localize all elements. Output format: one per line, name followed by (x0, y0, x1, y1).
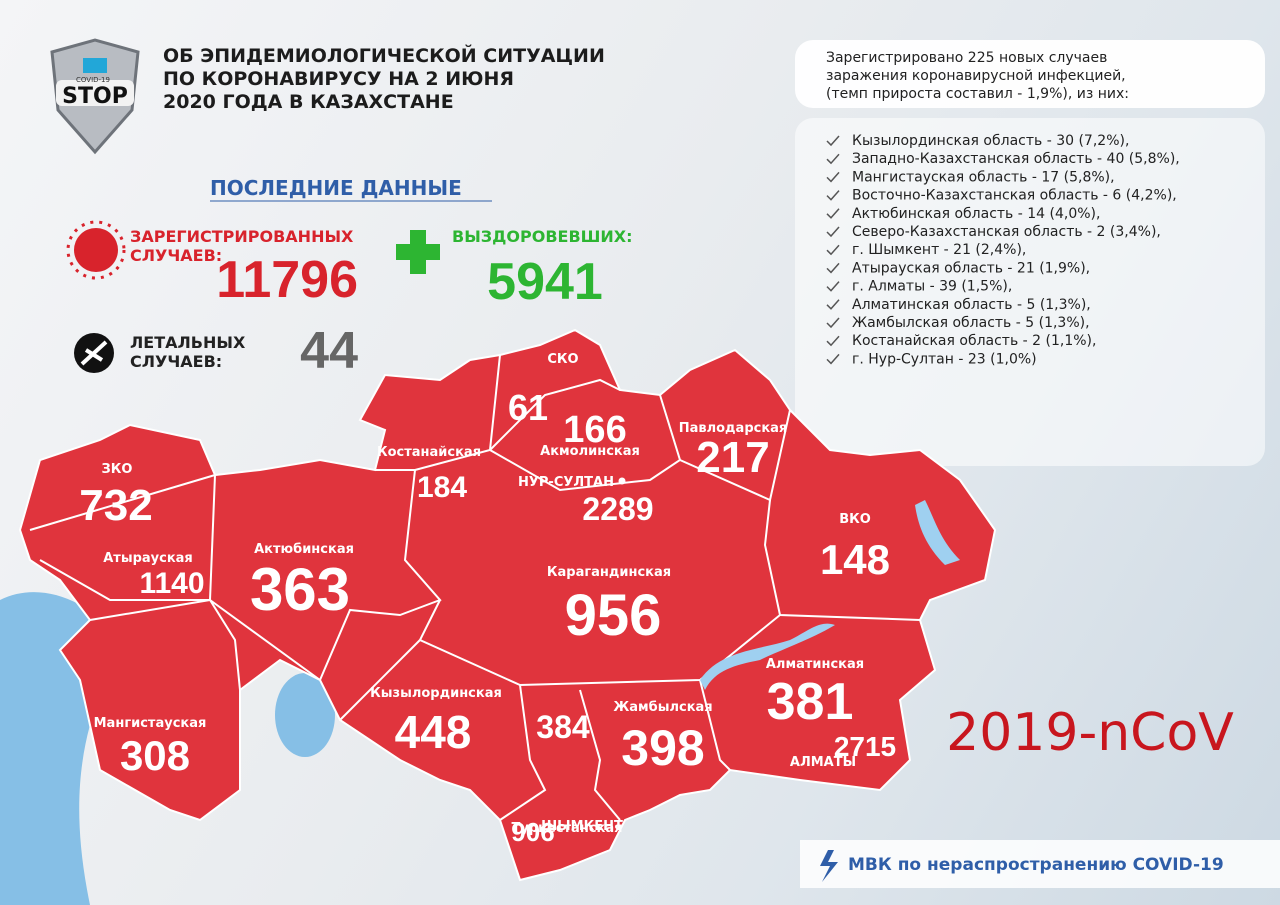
title-line: ОБ ЭПИДЕМИОЛОГИЧЕСКОЙ СИТУАЦИИ (163, 44, 605, 67)
region-value: 184 (417, 471, 467, 504)
region-value: 2289 (582, 491, 653, 527)
region-label: Костанайская (377, 445, 481, 460)
check-icon (826, 299, 840, 310)
check-icon (826, 244, 840, 256)
list-item: г. Алматы - 39 (1,5%), (852, 279, 1012, 295)
region-label: Атырауская (103, 551, 193, 566)
list-item: Жамбылская область - 5 (1,3%), (852, 315, 1090, 331)
title-line: ПО КОРОНАВИРУСУ НА 2 ИЮНЯ (163, 68, 514, 90)
list-item: Восточно-Казахстанская область - 6 (4,2%… (852, 188, 1177, 204)
region-label: АЛМАТЫ (790, 755, 856, 770)
virus-icon (74, 228, 118, 272)
virus-icon (66, 220, 126, 280)
region-label: Туркестанская (512, 821, 623, 836)
region-value: 906 (511, 817, 554, 847)
region-value: 2715 (834, 731, 896, 762)
region-value: 448 (395, 706, 472, 758)
check-icon (826, 262, 840, 274)
org-name: МВК по нераспространению COVID-19 (848, 855, 1224, 875)
summary-heading: ПОСЛЕДНИЕ ДАННЫЕ (210, 176, 462, 200)
check-icon (826, 335, 840, 347)
list-item: Западно-Казахстанская область - 40 (5,8%… (852, 151, 1180, 167)
region-label: ЗКО (102, 462, 133, 477)
virus-name: 2019-nCoV (946, 703, 1234, 763)
region-value: 1140 (139, 567, 204, 600)
region-label: НУР-СУЛТАН (518, 475, 614, 490)
logo-band (56, 80, 134, 106)
region-value: 384 (536, 709, 590, 745)
check-icon (826, 281, 840, 292)
list-item: г. Нур-Султан - 23 (1,0%) (852, 351, 1037, 367)
aral-sea (275, 673, 335, 757)
list-panel (795, 118, 1265, 466)
check-icon (826, 226, 840, 238)
lake-balkhash (700, 623, 835, 690)
region-value: 217 (696, 433, 769, 482)
region-label: Павлодарская (679, 421, 788, 436)
stat-label: ВЫЗДОРОВЕВШИХ: (452, 227, 633, 246)
check-icon (826, 353, 840, 365)
list-item: Мангистауская область - 17 (5,8%), (852, 169, 1115, 185)
list-item: Северо-Казахстанская область - 2 (3,4%), (852, 224, 1161, 240)
intro-line: Зарегистрировано 225 новых случаев (826, 50, 1107, 66)
stat-value: 5941 (487, 253, 603, 311)
list-item: г. Шымкент - 21 (2,4%), (852, 242, 1026, 258)
region-value: 308 (120, 732, 190, 779)
region-value: 148 (820, 536, 890, 583)
stat-value: 11796 (216, 251, 358, 309)
intro-line: (темп прироста составил - 1,9%), из них: (826, 86, 1129, 102)
list-item: Костанайская область - 2 (1,1%), (852, 333, 1096, 349)
lake-zaisan (915, 500, 960, 565)
region-value: 61 (508, 387, 548, 428)
region-label: Жамбылская (613, 700, 712, 715)
title-line: 2020 ГОДА В КАЗАХСТАНЕ (163, 91, 454, 113)
list-item: Кызылординская область - 30 (7,2%), (852, 133, 1129, 149)
region-label: Актюбинская (254, 542, 354, 557)
region-label: Мангистауская (94, 716, 207, 731)
check-icon (826, 208, 840, 219)
check-icon (826, 153, 840, 165)
list-item: Актюбинская область - 14 (4,0%), (852, 206, 1100, 222)
list-item: Атырауская область - 21 (1,9%), (852, 260, 1090, 276)
map-labels: ЗКО Атырауская Актюбинская Мангистауская Кос… (79, 352, 896, 847)
bolt-icon (820, 850, 838, 882)
new-cases-list: Кызылординская область - 30 (7,2%), Запад… (826, 133, 1180, 367)
region-label: Карагандинская (547, 565, 671, 580)
plus-icon (396, 230, 440, 274)
region-label: ВКО (839, 512, 871, 527)
logo-flag (83, 58, 107, 73)
region-label: Кызылординская (370, 686, 502, 701)
region-value: 732 (79, 481, 152, 530)
intro-panel (795, 40, 1265, 108)
region-value: 381 (767, 673, 854, 731)
check-icon (826, 317, 840, 329)
region-value: 166 (563, 409, 626, 451)
death-icon (80, 340, 108, 366)
logo-text: STOP (62, 84, 128, 109)
region-label: ШЫМКЕНТ (541, 819, 623, 834)
stat-label: СЛУЧАЕВ: (130, 352, 222, 371)
stat-label: ЗАРЕГИСТРИРОВАННЫХ (130, 227, 354, 246)
stat-value: 44 (300, 322, 358, 380)
stat-label: ЛЕТАЛЬНЫХ (130, 333, 246, 352)
region-label: Акмолинская (540, 444, 640, 459)
stat-label: СЛУЧАЕВ: (130, 246, 222, 265)
list-item: Алматинская область - 5 (1,3%), (852, 297, 1091, 313)
region-label: СКО (547, 352, 578, 367)
intro-line: заражения коронавирусной инфекцией, (826, 68, 1126, 84)
check-icon (826, 171, 840, 183)
region-label: Алматинская (766, 657, 864, 672)
region-value: 956 (565, 583, 662, 648)
check-icon (826, 190, 840, 201)
logo-text: COVID-19 (76, 76, 110, 84)
footer-band (800, 840, 1280, 888)
check-icon (826, 135, 840, 147)
region-value: 363 (250, 556, 350, 623)
city-dot (618, 477, 626, 485)
region-value: 398 (621, 720, 704, 776)
